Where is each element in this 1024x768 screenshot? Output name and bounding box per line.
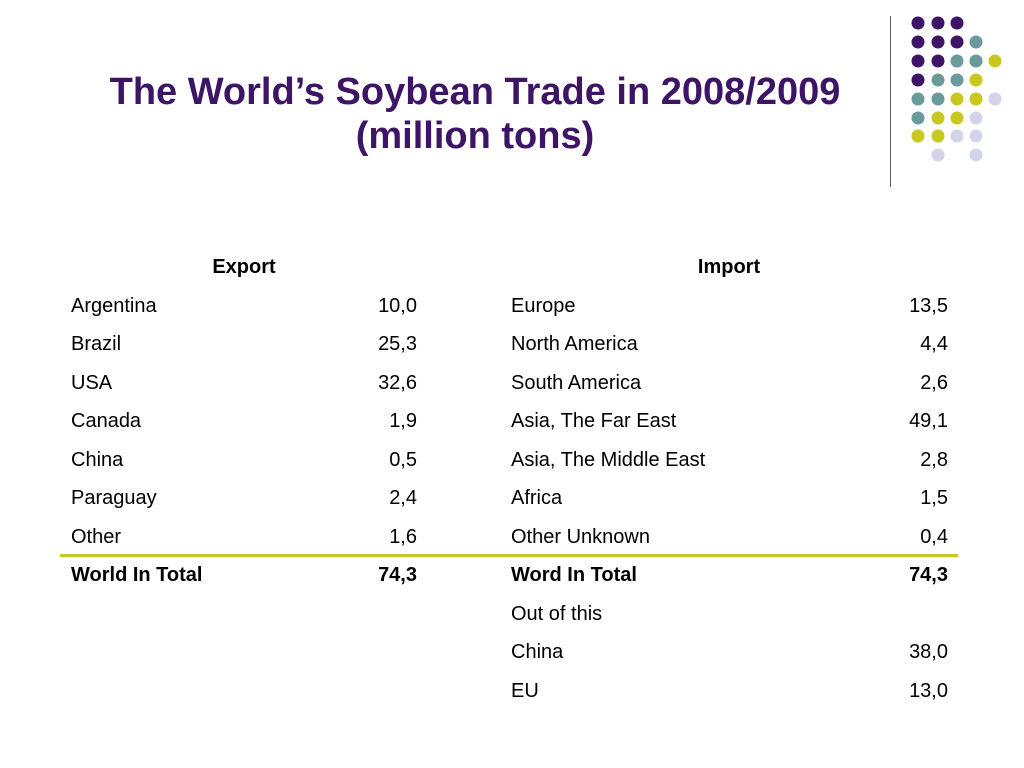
export-value: 0,5	[389, 448, 417, 471]
export-country: Other	[71, 525, 122, 548]
dot	[988, 92, 1002, 106]
import-subset-name: EU	[511, 679, 539, 702]
import-total-label: Word In Total	[511, 564, 637, 586]
dot	[931, 54, 945, 68]
dot	[911, 129, 925, 143]
dot	[950, 16, 964, 30]
export-value: 1,9	[389, 410, 417, 432]
table-row: China 38,0	[60, 633, 958, 672]
export-country: Argentina	[71, 294, 157, 317]
dot	[931, 73, 945, 87]
table-row: Paraguay 2,4 Africa 1,5	[60, 479, 958, 518]
soybean-trade-table: Export Import Argentina 10,0 Europe 13,5…	[60, 248, 958, 710]
import-region: Asia, The Middle East	[511, 448, 706, 471]
export-value: 10,0	[378, 294, 417, 317]
import-subset-value: 38,0	[909, 641, 948, 663]
slide-title: The World’s Soybean Trade in 2008/2009 (…	[60, 70, 890, 158]
dot	[911, 16, 925, 30]
table-row: Other 1,6 Other Unknown 0,4	[60, 518, 958, 557]
title-line-2: (million tons)	[355, 115, 595, 157]
import-region: Africa	[511, 487, 563, 509]
import-region: Other Unknown	[511, 525, 650, 548]
import-region: Europe	[511, 294, 576, 317]
dot	[988, 54, 1002, 68]
import-subset-value: 13,0	[909, 679, 948, 702]
export-value: 25,3	[378, 333, 417, 355]
dot	[969, 148, 983, 162]
vertical-divider	[890, 16, 891, 187]
dot	[931, 35, 945, 49]
dot	[950, 35, 964, 49]
dot	[931, 111, 945, 125]
import-value: 0,4	[920, 525, 948, 548]
dot	[950, 129, 964, 143]
dot	[911, 54, 925, 68]
dot	[969, 54, 983, 68]
dot	[931, 16, 945, 30]
dot	[950, 111, 964, 125]
import-value: 4,4	[920, 333, 948, 355]
dot	[931, 148, 945, 162]
dot	[969, 129, 983, 143]
export-country: USA	[71, 371, 113, 394]
export-value: 1,6	[389, 525, 417, 548]
dot	[969, 92, 983, 106]
export-header: Export	[212, 256, 276, 278]
dot	[931, 129, 945, 143]
export-country: China	[71, 448, 124, 471]
totals-separator-line	[60, 554, 958, 557]
dot	[950, 73, 964, 87]
import-region: Asia, The Far East	[511, 410, 677, 432]
table-row: Canada 1,9 Asia, The Far East 49,1	[60, 402, 958, 441]
title-line-1: The World’s Soybean Trade in 2008/2009	[109, 71, 841, 113]
table-header-row: Export Import	[60, 248, 958, 287]
table-row: China 0,5 Asia, The Middle East 2,8	[60, 441, 958, 480]
table-row: Out of this	[60, 595, 958, 634]
table-total-row: World In Total 74,3 Word In Total 74,3	[60, 556, 958, 595]
table-row: Brazil 25,3 North America 4,4	[60, 325, 958, 364]
table-row: Argentina 10,0 Europe 13,5	[60, 287, 958, 326]
dot	[969, 35, 983, 49]
export-total-value: 74,3	[378, 564, 417, 586]
dot	[969, 111, 983, 125]
import-value: 1,5	[920, 487, 948, 509]
table-row: USA 32,6 South America 2,6	[60, 364, 958, 403]
export-country: Brazil	[71, 333, 122, 355]
export-country: Canada	[71, 410, 142, 432]
import-value: 2,6	[920, 371, 948, 394]
import-subset-name: China	[511, 641, 564, 663]
dot	[931, 92, 945, 106]
import-region: South America	[511, 371, 642, 394]
export-country: Paraguay	[71, 487, 157, 509]
import-value: 13,5	[909, 294, 948, 317]
import-value: 2,8	[920, 448, 948, 471]
dot	[911, 73, 925, 87]
import-region: North America	[511, 333, 638, 355]
dot	[911, 111, 925, 125]
out-of-this-label: Out of this	[511, 602, 603, 625]
dot	[911, 35, 925, 49]
import-header: Import	[697, 256, 761, 278]
import-total-value: 74,3	[909, 564, 948, 586]
export-value: 2,4	[389, 487, 417, 509]
dot	[950, 92, 964, 106]
dot	[969, 73, 983, 87]
dot	[950, 54, 964, 68]
table-row: EU 13,0	[60, 672, 958, 711]
export-value: 32,6	[378, 371, 417, 394]
dot	[911, 92, 925, 106]
export-total-label: World In Total	[71, 564, 203, 586]
import-value: 49,1	[909, 410, 948, 432]
